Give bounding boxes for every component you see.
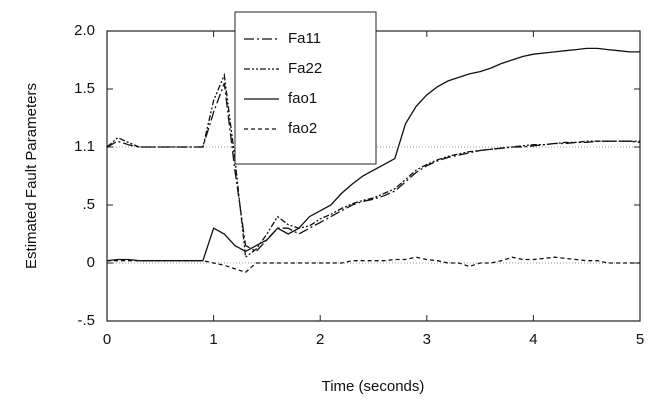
x-tick-label: 4 <box>529 331 537 348</box>
series-line <box>107 256 640 274</box>
y-axis-label: Estimated Fault Parameters <box>23 83 40 269</box>
x-tick-label: 5 <box>636 331 644 348</box>
y-tick-label: 2.0 <box>74 22 95 39</box>
y-tick-label: .5 <box>82 196 95 213</box>
legend-box <box>234 11 377 165</box>
y-tick-label: 1.1 <box>74 138 95 155</box>
legend-label: Fa22 <box>288 60 322 77</box>
x-tick-label: 0 <box>103 331 111 348</box>
legend-label: fao1 <box>288 90 317 107</box>
legend-label: Fa11 <box>288 30 321 47</box>
x-tick-label: 1 <box>209 331 217 348</box>
series-line <box>106 47 640 262</box>
x-tick-label: 3 <box>423 331 431 348</box>
y-tick-label: 0 <box>87 254 95 271</box>
y-tick-label: 1.5 <box>74 80 95 97</box>
x-tick-label: 2 <box>316 331 324 348</box>
y-tick-label: -.5 <box>77 312 95 329</box>
x-axis-label: Time (seconds) <box>322 378 425 395</box>
series-line <box>106 72 640 259</box>
legend-label: fao2 <box>288 120 317 137</box>
